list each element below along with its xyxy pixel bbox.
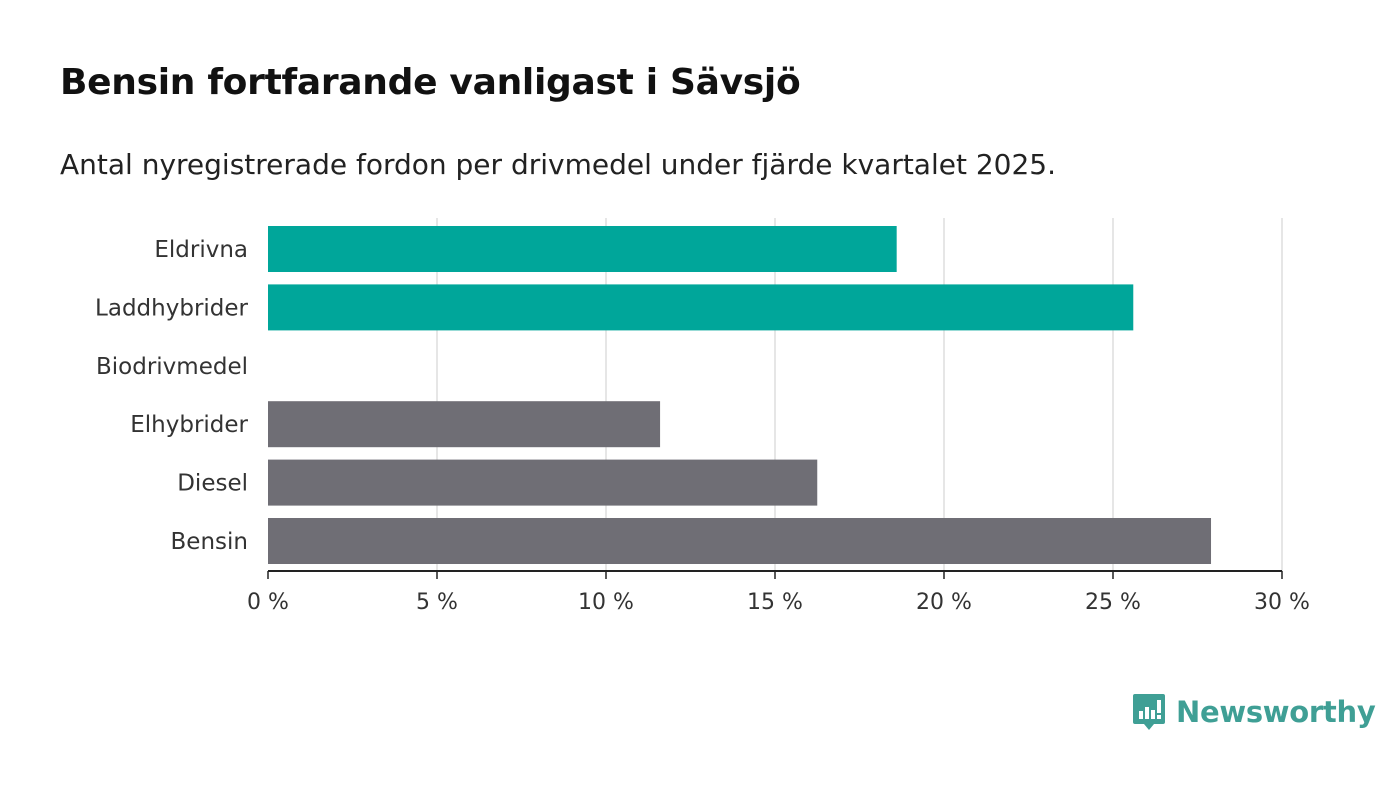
brand-name: Newsworthy [1176,695,1376,729]
bar-chart: Eldrivna Laddhybrider Biodrivmedel Elhybrid… [95,218,1310,615]
newsworthy-logo-icon [1133,694,1165,730]
grid-lines [436,218,1283,571]
bar-eldrivna [268,226,897,272]
category-labels: Eldrivna Laddhybrider Biodrivmedel Elhybrid… [95,237,248,555]
bar-laddhybrider [268,284,1134,331]
x-tick-label: 15 % [747,590,803,615]
category-label: Bensin [171,529,248,555]
brand-logo: Newsworthy [1132,692,1376,732]
bar-elhybrider [268,401,661,448]
x-tick-label: 20 % [916,590,972,615]
bars [268,226,1212,564]
category-label: Laddhybrider [95,295,248,321]
x-tick-label: 0 % [247,590,289,615]
category-label: Biodrivmedel [96,354,248,380]
x-tick-label: 25 % [1085,590,1141,615]
x-axis: 0 % 5 % 10 % 15 % 20 % 25 % 30 % [247,570,1310,615]
x-tick-label: 5 % [416,590,458,615]
category-label: Diesel [177,471,248,497]
x-tick-label: 10 % [578,590,634,615]
bar-bensin [268,518,1212,564]
category-label: Elhybrider [130,412,248,438]
bar-diesel [268,459,818,506]
chart-subtitle: Antal nyregistrerade fordon per drivmede… [60,148,1057,181]
x-tick-label: 30 % [1254,590,1310,615]
category-label: Eldrivna [154,237,248,263]
chart-title: Bensin fortfarande vanligast i Sävsjö [60,62,801,103]
